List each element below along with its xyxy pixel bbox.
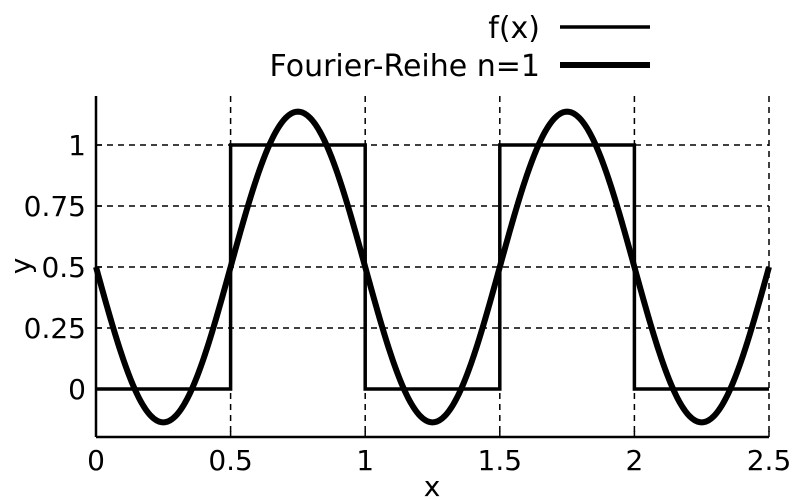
series-layer [93, 108, 772, 426]
x-tick-label: 1.5 [478, 444, 523, 477]
grid-lines [96, 96, 770, 437]
y-tick-label: 1 [68, 129, 86, 162]
series-line-fourier [93, 108, 772, 426]
x-axis-label: x [424, 470, 441, 500]
legend-label: Fourier-Reihe n=1 [270, 49, 540, 84]
y-tick-label: 0.75 [24, 190, 86, 223]
x-tick-label: 0 [87, 444, 105, 477]
y-tick-label: 0.5 [41, 251, 86, 284]
y-tick-label: 0 [68, 373, 86, 406]
legend: f(x)Fourier-Reihe n=1 [270, 11, 650, 84]
tick-labels: 0 0.5 1 1.5 2 2.5 0 0.25 0.5 0.75 1 [24, 129, 792, 477]
legend-label: f(x) [488, 11, 540, 46]
y-tick-label: 0.25 [24, 312, 86, 345]
x-tick-label: 1 [356, 444, 374, 477]
x-tick-label: 2.5 [747, 444, 792, 477]
y-axis-label: y [4, 258, 37, 275]
x-tick-label: 2 [625, 444, 643, 477]
x-tick-label: 0.5 [208, 444, 253, 477]
